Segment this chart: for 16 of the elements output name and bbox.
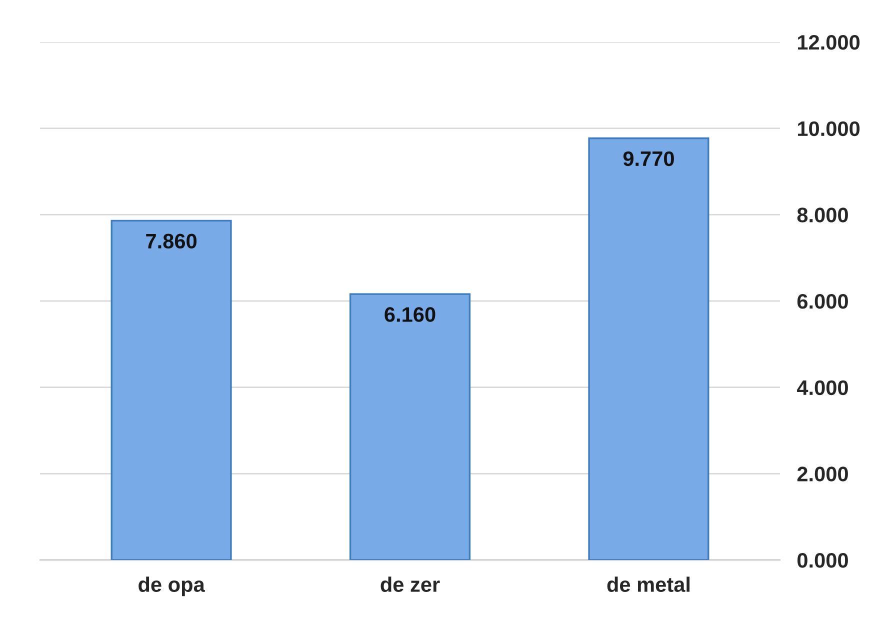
bar: [110, 220, 232, 560]
y-tick-label: 4.000: [796, 380, 848, 396]
y-tick-label: 10.000: [798, 121, 860, 136]
y-tick-label: 0.000: [797, 553, 848, 568]
data-label: 6.160: [384, 307, 436, 322]
bar: [588, 137, 710, 560]
y-tick-label: 12.000: [798, 35, 860, 50]
x-tick-label: de metal: [607, 576, 690, 592]
x-tick-label: de opa: [138, 576, 205, 596]
y-tick-label: 8.000: [797, 208, 848, 222]
y-tick-label: 2.000: [797, 466, 848, 482]
x-tick-label: de zer: [380, 576, 440, 592]
data-label: 7.860: [146, 234, 197, 249]
data-label: 9.770: [623, 151, 674, 166]
y-tick-label: 6.000: [797, 294, 848, 309]
bar: [349, 293, 471, 560]
